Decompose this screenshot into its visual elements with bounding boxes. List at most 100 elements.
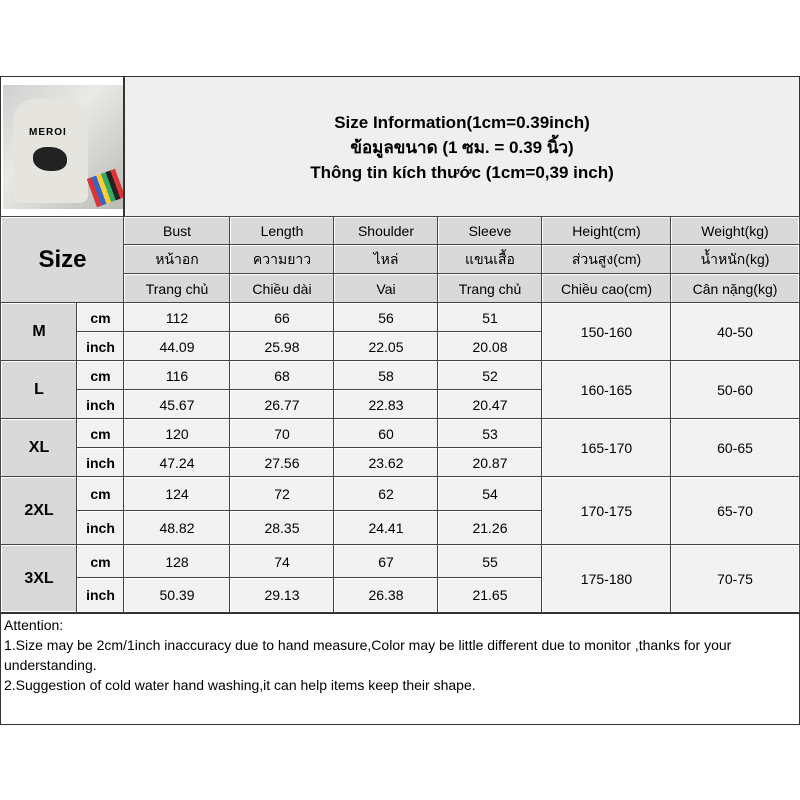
- measure-inch: 20.87: [437, 447, 543, 478]
- measure-cm: 72: [229, 476, 335, 512]
- size-label: 3XL: [0, 544, 78, 613]
- column-header-en: Shoulder: [333, 216, 439, 246]
- size-label: M: [0, 302, 78, 362]
- column-header-en: Sleeve: [437, 216, 543, 246]
- measure-inch: 50.39: [123, 577, 231, 613]
- measure-cm: 124: [123, 476, 231, 512]
- column-header-en: Length: [229, 216, 335, 246]
- measure-inch: 23.62: [333, 447, 439, 478]
- size-label: 2XL: [0, 476, 78, 546]
- divider: [123, 77, 125, 217]
- column-header-th: แขนเสื้อ: [437, 244, 543, 275]
- product-photo: MEROI: [3, 85, 123, 209]
- measure-inch: 20.08: [437, 331, 543, 362]
- dog-graphic: [33, 147, 67, 171]
- column-header-th: หน้าอก: [123, 244, 231, 275]
- measure-cm: 112: [123, 302, 231, 333]
- measure-inch: 26.77: [229, 389, 335, 420]
- measure-inch: 21.26: [437, 510, 543, 546]
- measure-cm: 56: [333, 302, 439, 333]
- measure-cm: 53: [437, 418, 543, 449]
- measure-inch: 44.09: [123, 331, 231, 362]
- title-vietnamese: Thông tin kích thước (1cm=0,39 inch): [310, 162, 614, 182]
- measure-cm: 66: [229, 302, 335, 333]
- measure-cm: 55: [437, 544, 543, 579]
- column-header-vi: Cân nặng(kg): [670, 273, 800, 304]
- column-header-th: ส่วนสูง(cm): [541, 244, 672, 275]
- unit-label: cm: [76, 544, 125, 579]
- measure-inch: 21.65: [437, 577, 543, 613]
- column-header-en: Height(cm): [541, 216, 672, 246]
- color-swatch-image: [86, 168, 123, 208]
- sweatshirt-image: MEROI: [13, 99, 88, 203]
- column-header-en: Weight(kg): [670, 216, 800, 246]
- size-label: XL: [0, 418, 78, 478]
- measure-inch: 22.05: [333, 331, 439, 362]
- measure-inch: 48.82: [123, 510, 231, 546]
- unit-label: cm: [76, 476, 125, 512]
- height-range: 150-160: [541, 302, 672, 362]
- chart-header: MEROI Size Information(1cm=0.39inch) ข้อ…: [1, 77, 799, 219]
- column-header-th: ไหล่: [333, 244, 439, 275]
- column-header-en: Bust: [123, 216, 231, 246]
- height-range: 170-175: [541, 476, 672, 546]
- measure-cm: 74: [229, 544, 335, 579]
- size-label: L: [0, 360, 78, 420]
- measure-inch: 25.98: [229, 331, 335, 362]
- measure-cm: 128: [123, 544, 231, 579]
- measure-cm: 120: [123, 418, 231, 449]
- measure-cm: 51: [437, 302, 543, 333]
- weight-range: 65-70: [670, 476, 800, 546]
- weight-range: 60-65: [670, 418, 800, 478]
- weight-range: 40-50: [670, 302, 800, 362]
- column-header-vi: Chiều dài: [229, 273, 335, 304]
- attention-note: 1.Size may be 2cm/1inch inaccuracy due t…: [4, 637, 732, 673]
- column-header-vi: Trang chủ: [123, 273, 231, 304]
- measure-cm: 52: [437, 360, 543, 391]
- measure-cm: 68: [229, 360, 335, 391]
- measure-inch: 22.83: [333, 389, 439, 420]
- weight-range: 70-75: [670, 544, 800, 613]
- measure-cm: 116: [123, 360, 231, 391]
- chart-title: Size Information(1cm=0.39inch) ข้อมูลขนา…: [125, 77, 799, 217]
- column-header-vi: Chiều cao(cm): [541, 273, 672, 304]
- size-header: Size: [0, 216, 125, 304]
- unit-label: inch: [76, 447, 125, 478]
- title-english: Size Information(1cm=0.39inch): [334, 112, 590, 132]
- size-chart: MEROI Size Information(1cm=0.39inch) ข้อ…: [0, 76, 800, 725]
- measure-inch: 47.24: [123, 447, 231, 478]
- measure-inch: 24.41: [333, 510, 439, 546]
- attention-notes: Attention: 1.Size may be 2cm/1inch inacc…: [1, 612, 799, 724]
- measure-inch: 28.35: [229, 510, 335, 546]
- measure-cm: 58: [333, 360, 439, 391]
- measure-cm: 62: [333, 476, 439, 512]
- measure-inch: 27.56: [229, 447, 335, 478]
- column-header-th: น้ำหนัก(kg): [670, 244, 800, 275]
- title-thai: ข้อมูลขนาด (1 ซม. = 0.39 นิ้ว): [350, 137, 574, 157]
- unit-label: inch: [76, 577, 125, 613]
- unit-label: cm: [76, 302, 125, 333]
- unit-label: cm: [76, 360, 125, 391]
- measure-cm: 54: [437, 476, 543, 512]
- column-header-vi: Vai: [333, 273, 439, 304]
- measure-cm: 60: [333, 418, 439, 449]
- measure-inch: 45.67: [123, 389, 231, 420]
- attention-note: 2.Suggestion of cold water hand washing,…: [4, 677, 476, 693]
- height-range: 165-170: [541, 418, 672, 478]
- weight-range: 50-60: [670, 360, 800, 420]
- unit-label: inch: [76, 510, 125, 546]
- column-header-th: ความยาว: [229, 244, 335, 275]
- unit-label: inch: [76, 331, 125, 362]
- attention-heading: Attention:: [4, 617, 64, 633]
- unit-label: cm: [76, 418, 125, 449]
- height-range: 175-180: [541, 544, 672, 613]
- height-range: 160-165: [541, 360, 672, 420]
- measure-inch: 26.38: [333, 577, 439, 613]
- measure-inch: 29.13: [229, 577, 335, 613]
- shirt-logo: MEROI: [29, 127, 67, 138]
- column-header-vi: Trang chủ: [437, 273, 543, 304]
- measure-inch: 20.47: [437, 389, 543, 420]
- measure-cm: 67: [333, 544, 439, 579]
- unit-label: inch: [76, 389, 125, 420]
- measure-cm: 70: [229, 418, 335, 449]
